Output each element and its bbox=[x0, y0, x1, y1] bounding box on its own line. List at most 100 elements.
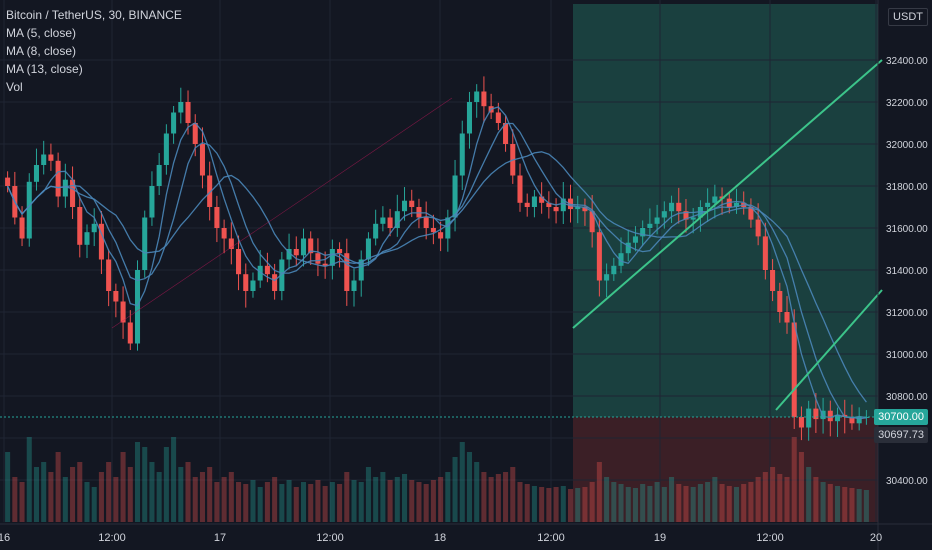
candle-body bbox=[834, 414, 841, 422]
candle-body bbox=[611, 265, 617, 275]
volume-bar bbox=[560, 486, 566, 522]
candle-body bbox=[575, 207, 581, 210]
volume-bar bbox=[632, 488, 638, 522]
moving-averages bbox=[7, 106, 867, 420]
candle-body bbox=[120, 301, 126, 323]
volume-bar bbox=[221, 477, 227, 522]
candle-body bbox=[438, 232, 444, 239]
volume-bar bbox=[19, 482, 25, 522]
volume-bar bbox=[300, 482, 307, 522]
candle-body bbox=[683, 211, 689, 220]
volume-bar bbox=[697, 484, 703, 522]
volume-bar bbox=[474, 462, 480, 522]
y-tick-label: 31800.00 bbox=[886, 182, 928, 193]
candle-body bbox=[127, 322, 133, 344]
candle-body bbox=[329, 249, 335, 266]
volume-bar bbox=[791, 437, 797, 522]
candle-body bbox=[308, 238, 314, 254]
candle-body bbox=[712, 196, 718, 203]
candle-body bbox=[777, 291, 783, 312]
y-tick-label: 31200.00 bbox=[886, 308, 928, 319]
candle-body bbox=[654, 217, 660, 224]
volume-bar bbox=[517, 482, 523, 522]
candle-body bbox=[149, 186, 155, 218]
volume-bar bbox=[849, 488, 855, 522]
volume-bar bbox=[257, 487, 263, 522]
x-tick-label: 16 bbox=[0, 532, 10, 544]
last-price-tag: 30700.00 bbox=[874, 409, 928, 425]
candle-body bbox=[459, 133, 465, 176]
ma13-label: MA (13, close) bbox=[6, 62, 83, 76]
volume-bar bbox=[12, 477, 18, 522]
y-tick-label: 32400.00 bbox=[886, 56, 928, 67]
volume-bar bbox=[820, 482, 826, 522]
candle-body bbox=[156, 165, 162, 186]
volume-bar bbox=[26, 437, 32, 522]
candle-body bbox=[690, 217, 696, 220]
volume-bar bbox=[365, 467, 371, 522]
volume-bar bbox=[351, 480, 357, 522]
candle-body bbox=[560, 198, 566, 212]
currency-label: USDT bbox=[888, 8, 928, 26]
volume-bar bbox=[243, 484, 249, 522]
candle-body bbox=[142, 217, 148, 270]
volume-bar bbox=[192, 477, 198, 522]
volume-bar bbox=[344, 472, 350, 522]
ma5-label: MA (5, close) bbox=[6, 26, 77, 40]
candle-body bbox=[373, 223, 379, 239]
volume-bar bbox=[62, 477, 68, 522]
volume-bar bbox=[33, 467, 40, 522]
x-tick-label: 17 bbox=[214, 532, 226, 544]
volume-bar bbox=[337, 484, 343, 522]
x-tick-label: 12:00 bbox=[537, 532, 565, 544]
profit-zone bbox=[573, 4, 878, 417]
candle-body bbox=[41, 154, 47, 165]
volume-bar bbox=[661, 487, 667, 522]
candle-body bbox=[539, 196, 545, 203]
trendline-upper bbox=[572, 59, 883, 329]
volume-bar bbox=[98, 472, 104, 522]
candle-body bbox=[5, 177, 11, 186]
volume-bar bbox=[286, 480, 292, 522]
volume-bar bbox=[495, 474, 501, 522]
volume-bar bbox=[690, 487, 696, 522]
candle-body bbox=[380, 217, 386, 224]
candle-body bbox=[705, 202, 711, 207]
candle-body bbox=[171, 112, 177, 134]
volume-bars bbox=[5, 437, 869, 522]
candles bbox=[5, 76, 869, 441]
candle-body bbox=[474, 91, 480, 102]
volume-bar bbox=[755, 477, 761, 522]
candle-body bbox=[553, 207, 559, 212]
volume-bar bbox=[228, 472, 234, 522]
x-tick-label: 12:00 bbox=[98, 532, 126, 544]
candle-body bbox=[827, 410, 833, 422]
volume-bar bbox=[199, 472, 205, 522]
ma-8-line bbox=[7, 122, 867, 419]
symbol-title: Bitcoin / TetherUS, 30, BINANCE bbox=[6, 8, 182, 22]
volume-bar bbox=[416, 482, 422, 522]
volume-bar bbox=[510, 467, 516, 522]
candle-body bbox=[596, 232, 602, 281]
volume-bar bbox=[466, 452, 473, 522]
volume-bar bbox=[531, 486, 537, 522]
volume-bar bbox=[315, 480, 321, 522]
candle-body bbox=[279, 259, 285, 291]
volume-bar bbox=[611, 482, 617, 522]
candle-body bbox=[423, 217, 429, 228]
candle-body bbox=[503, 123, 509, 144]
volume-bar bbox=[770, 467, 776, 522]
volume-bar bbox=[207, 467, 213, 522]
volume-bar bbox=[77, 462, 83, 522]
volume-bar bbox=[640, 484, 646, 522]
volume-bar bbox=[438, 477, 444, 522]
volume-bar bbox=[762, 472, 768, 522]
volume-bar bbox=[106, 462, 112, 522]
candle-body bbox=[221, 228, 227, 239]
volume-bar bbox=[733, 487, 740, 522]
candle-body bbox=[84, 232, 90, 245]
volume-bar bbox=[214, 482, 220, 522]
volume-bar bbox=[127, 467, 133, 522]
volume-bar bbox=[380, 472, 386, 522]
